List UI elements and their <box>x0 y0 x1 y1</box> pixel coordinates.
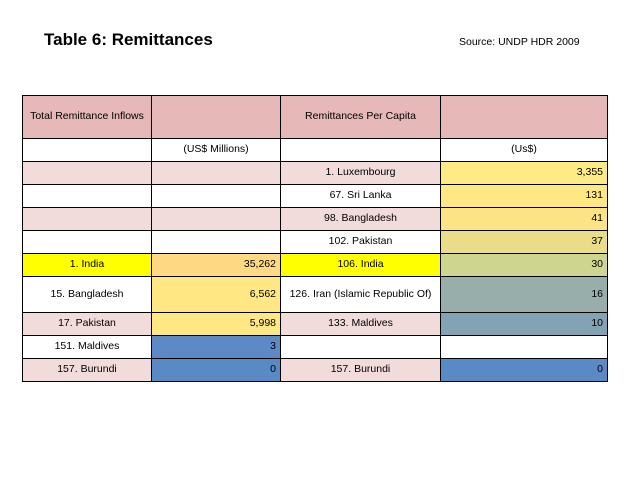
page-title: Table 6: Remittances <box>44 30 213 49</box>
table-row: 67. Sri Lanka 131 <box>22 184 608 208</box>
units-inflows: (US$ Millions) <box>151 138 281 162</box>
header-remittances-per-capita: Remittances Per Capita <box>280 95 441 139</box>
country-inflows-cell: 151. Maldives <box>22 335 152 359</box>
table-data-rows: 1. Luxembourg 3,355 67. Sri Lanka 131 98. Ba… <box>22 161 608 382</box>
inflows-value-cell: 3 <box>151 335 281 359</box>
units-empty-cell <box>280 138 441 162</box>
inflows-value-cell <box>151 184 281 208</box>
country-per-capita-cell: 102. Pakistan <box>280 230 441 254</box>
per-capita-value-cell: 0 <box>440 358 608 382</box>
header-empty-cell <box>440 95 608 139</box>
country-per-capita-cell: 133. Maldives <box>280 312 441 336</box>
header-total-remittance-inflows: Total Remittance Inflows <box>22 95 152 139</box>
inflows-value-cell <box>151 161 281 185</box>
source-note: Source: UNDP HDR 2009 <box>459 36 580 48</box>
inflows-value-cell: 35,262 <box>151 253 281 277</box>
table-row: 1. Luxembourg 3,355 <box>22 161 608 185</box>
country-per-capita-cell: 106. India <box>280 253 441 277</box>
units-empty-cell <box>22 138 152 162</box>
country-inflows-cell: 15. Bangladesh <box>22 276 152 313</box>
inflows-value-cell: 0 <box>151 358 281 382</box>
country-inflows-cell: 1. India <box>22 253 152 277</box>
table-units-row: (US$ Millions) (Us$) <box>22 138 608 162</box>
country-inflows-cell: 17. Pakistan <box>22 312 152 336</box>
per-capita-value-cell: 3,355 <box>440 161 608 185</box>
per-capita-value-cell: 37 <box>440 230 608 254</box>
per-capita-value-cell <box>440 335 608 359</box>
table-row: 98. Bangladesh 41 <box>22 207 608 231</box>
inflows-value-cell <box>151 207 281 231</box>
table-row: 157. Burundi 0 157. Burundi 0 <box>22 358 608 382</box>
table-row: 102. Pakistan 37 <box>22 230 608 254</box>
per-capita-value-cell: 41 <box>440 207 608 231</box>
country-inflows-cell <box>22 184 152 208</box>
inflows-value-cell: 5,998 <box>151 312 281 336</box>
table-row: 15. Bangladesh 6,562 126. Iran (Islamic Re… <box>22 276 608 313</box>
country-per-capita-cell: 67. Sri Lanka <box>280 184 441 208</box>
per-capita-value-cell: 131 <box>440 184 608 208</box>
country-per-capita-cell: 126. Iran (Islamic Republic Of) <box>280 276 441 313</box>
country-inflows-cell <box>22 230 152 254</box>
table-row: 1. India 35,262 106. India 30 <box>22 253 608 277</box>
table-row: 17. Pakistan 5,998 133. Maldives 10 <box>22 312 608 336</box>
inflows-value-cell <box>151 230 281 254</box>
country-per-capita-cell: 98. Bangladesh <box>280 207 441 231</box>
header-empty-cell <box>151 95 281 139</box>
country-per-capita-cell: 1. Luxembourg <box>280 161 441 185</box>
country-inflows-cell: 157. Burundi <box>22 358 152 382</box>
country-per-capita-cell: 157. Burundi <box>280 358 441 382</box>
table-row: 151. Maldives 3 <box>22 335 608 359</box>
per-capita-value-cell: 30 <box>440 253 608 277</box>
remittances-table: Total Remittance Inflows Remittances Per… <box>22 95 608 382</box>
table-header-row: Total Remittance Inflows Remittances Per… <box>22 95 608 139</box>
per-capita-value-cell: 16 <box>440 276 608 313</box>
country-inflows-cell <box>22 161 152 185</box>
inflows-value-cell: 6,562 <box>151 276 281 313</box>
per-capita-value-cell: 10 <box>440 312 608 336</box>
country-per-capita-cell <box>280 335 441 359</box>
units-per-capita: (Us$) <box>440 138 608 162</box>
country-inflows-cell <box>22 207 152 231</box>
